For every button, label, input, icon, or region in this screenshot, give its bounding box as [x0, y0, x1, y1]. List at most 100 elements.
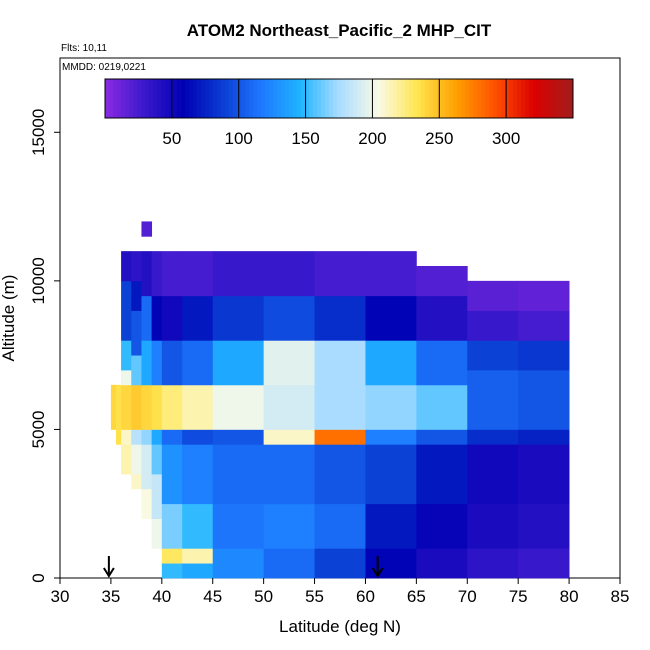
x-tick-label: 35 — [101, 587, 120, 606]
colorbar-swatch — [333, 79, 338, 118]
x-tick-label: 30 — [51, 587, 70, 606]
colorbar-swatch — [229, 79, 234, 118]
heatmap-cell — [416, 444, 468, 505]
colorbar-swatch — [453, 79, 458, 118]
heatmap-cell — [161, 503, 183, 549]
heatmap-cell — [365, 251, 417, 297]
colorbar-tick-label: 50 — [162, 129, 181, 148]
colorbar-swatch — [553, 79, 558, 118]
colorbar-swatch — [521, 79, 526, 118]
heatmap-cell — [121, 251, 132, 282]
colorbar-swatch — [321, 79, 326, 118]
colorbar-swatch — [529, 79, 534, 118]
colorbar-swatch — [505, 79, 510, 118]
heatmap-cell — [212, 444, 265, 505]
heatmap-cell — [518, 340, 570, 371]
colorbar-swatch — [181, 79, 186, 118]
x-tick-label: 55 — [305, 587, 324, 606]
colorbar-swatch — [165, 79, 170, 118]
heatmap-cell — [141, 488, 153, 519]
colorbar-swatch — [185, 79, 190, 118]
heatmap-cell — [141, 444, 153, 490]
heatmap-cell — [416, 429, 468, 445]
colorbar-swatch — [401, 79, 406, 118]
heatmap-cell — [182, 340, 214, 386]
colorbar-tick-label: 150 — [291, 129, 319, 148]
heatmap-cell — [131, 280, 142, 311]
heatmap-cell — [416, 548, 468, 579]
colorbar-swatch — [201, 79, 206, 118]
colorbar-tick-label: 250 — [425, 129, 453, 148]
colorbar-swatch — [309, 79, 314, 118]
colorbar-swatch — [237, 79, 242, 118]
colorbar-swatch — [149, 79, 154, 118]
colorbar-swatch — [253, 79, 258, 118]
colorbar-swatch — [413, 79, 418, 118]
x-axis: 30 35 40 45 50 55 60 65 70 75 80 85 — [51, 578, 629, 606]
y-axis-label: Altitude (m) — [0, 275, 18, 362]
colorbar-swatch — [177, 79, 182, 118]
heatmap-cell — [182, 251, 214, 297]
x-tick-label: 65 — [407, 587, 426, 606]
colorbar-swatch — [533, 79, 538, 118]
colorbar-tick-label: 300 — [492, 129, 520, 148]
colorbar-swatch — [477, 79, 482, 118]
heatmap-cell — [365, 429, 417, 445]
heatmap-cell — [518, 429, 570, 445]
colorbar-swatch — [365, 79, 370, 118]
heatmap-cell — [263, 548, 315, 579]
colorbar-swatch — [461, 79, 466, 118]
colorbar-swatch — [433, 79, 438, 118]
colorbar-swatch — [425, 79, 430, 118]
colorbar-swatch — [145, 79, 150, 118]
heatmap-cell — [314, 295, 366, 341]
heatmap-cells — [110, 221, 570, 579]
colorbar-swatch — [513, 79, 518, 118]
colorbar-swatch — [525, 79, 530, 118]
colorbar-swatch — [565, 79, 570, 118]
colorbar-swatch — [341, 79, 346, 118]
colorbar-swatch — [337, 79, 342, 118]
heatmap-cell — [182, 563, 214, 579]
colorbar-swatch — [213, 79, 218, 118]
colorbar-swatch — [153, 79, 158, 118]
colorbar-swatch — [509, 79, 514, 118]
colorbar-swatch — [129, 79, 134, 118]
heatmap-cell — [182, 444, 214, 505]
colorbar-swatch — [133, 79, 138, 118]
heatmap-cell — [467, 429, 519, 445]
heatmap-cell — [131, 474, 142, 490]
latitude-arrow-head — [103, 567, 115, 578]
colorbar-swatch — [377, 79, 382, 118]
y-tick-label: 15000 — [29, 109, 48, 156]
colorbar-swatch — [409, 79, 414, 118]
dates-label: MMDD: 0219,0221 — [62, 62, 146, 73]
heatmap-cell — [121, 340, 132, 371]
colorbar-swatch — [441, 79, 446, 118]
colorbar-swatch — [361, 79, 366, 118]
heatmap-cell — [467, 310, 519, 341]
colorbar-tick-label: 200 — [358, 129, 386, 148]
chart-title: ATOM2 Northeast_Pacific_2 MHP_CIT — [187, 21, 492, 40]
heatmap-cell — [416, 503, 468, 549]
heatmap-cell — [416, 266, 468, 297]
colorbar-swatch — [193, 79, 198, 118]
colorbar-frame — [104, 78, 574, 119]
heatmap-cell — [182, 295, 214, 341]
colorbar-swatch — [481, 79, 486, 118]
colorbar-swatch — [449, 79, 454, 118]
heatmap-cell — [141, 295, 153, 341]
heatmap-cell — [263, 251, 315, 297]
heatmap-cell — [416, 384, 468, 430]
colorbar-swatch — [349, 79, 354, 118]
heatmap-cell — [416, 340, 468, 386]
heatmap-cell — [161, 548, 183, 564]
colorbar-swatch — [169, 79, 174, 118]
colorbar-swatch — [105, 79, 110, 118]
heatmap-cell — [151, 429, 163, 445]
colorbar-swatch — [549, 79, 554, 118]
heatmap-cell — [518, 548, 570, 579]
flights-label: Flts: 10,11 — [61, 43, 107, 54]
colorbar-swatch — [289, 79, 294, 118]
colorbar-swatch — [273, 79, 278, 118]
